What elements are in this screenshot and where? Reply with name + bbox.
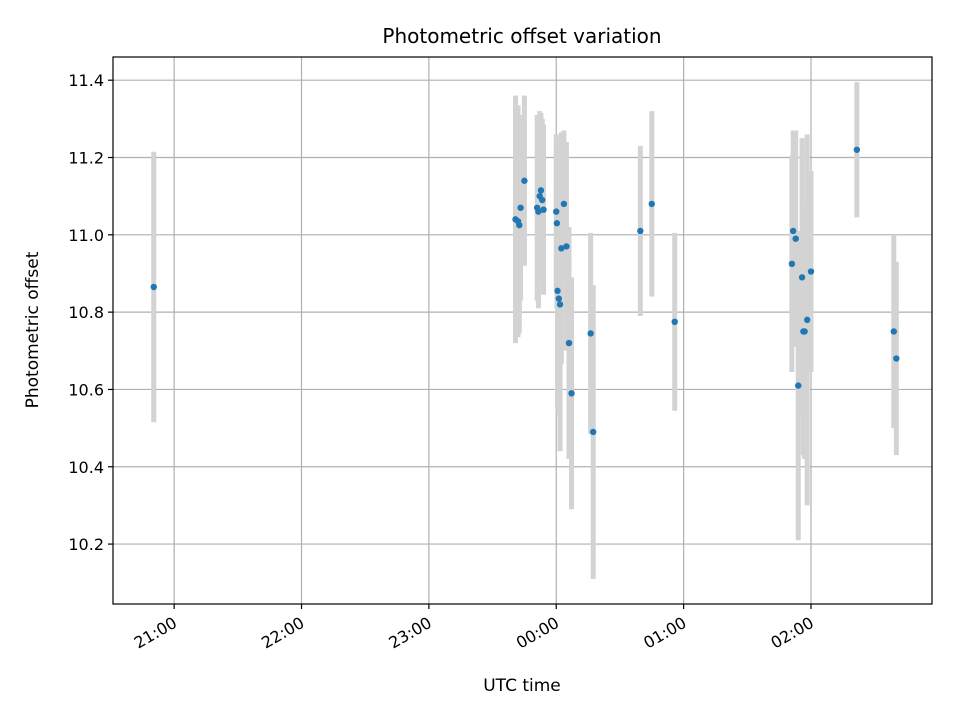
- data-point: [558, 245, 565, 252]
- data-point: [535, 208, 542, 215]
- data-point: [589, 428, 597, 436]
- data-points: [150, 146, 900, 436]
- data-point: [890, 328, 897, 335]
- data-point: [792, 235, 799, 242]
- data-point: [798, 274, 806, 281]
- data-point: [853, 146, 861, 153]
- data-point: [789, 227, 797, 235]
- y-axis-ticks: 10.2 10.4 10.6 10.8 11.0 11.2 11.4: [68, 71, 113, 554]
- y-tick-label: 11.4: [68, 71, 104, 90]
- y-tick-label: 10.8: [68, 303, 104, 322]
- data-point: [150, 283, 157, 291]
- data-point: [587, 330, 594, 337]
- y-axis-label: Photometric offset: [23, 251, 43, 408]
- data-point: [521, 177, 528, 184]
- data-point: [556, 301, 564, 308]
- data-point: [555, 295, 563, 302]
- data-point: [553, 208, 560, 215]
- plot-frame: [112, 56, 933, 605]
- y-tick-label: 10.4: [68, 458, 104, 477]
- y-tick-label: 11.2: [68, 149, 104, 168]
- data-point: [803, 316, 811, 324]
- data-point: [553, 220, 561, 227]
- data-point: [563, 243, 570, 250]
- x-axis-label: UTC time: [483, 676, 561, 696]
- y-tick-label: 10.6: [68, 380, 104, 399]
- data-point: [568, 390, 575, 397]
- data-point: [801, 328, 808, 335]
- data-point: [637, 227, 644, 235]
- data-point: [540, 206, 547, 213]
- data-point: [788, 260, 796, 268]
- data-point: [648, 200, 655, 208]
- data-point: [560, 200, 568, 208]
- data-point: [795, 382, 802, 389]
- y-tick-label: 11.0: [68, 226, 104, 245]
- data-point: [517, 204, 524, 211]
- data-point: [807, 268, 815, 275]
- data-point: [565, 339, 573, 347]
- data-point: [671, 318, 678, 326]
- data-point: [539, 196, 546, 204]
- data-point: [516, 221, 523, 229]
- chart-title: Photometric offset variation: [382, 24, 661, 48]
- data-point: [893, 355, 900, 362]
- data-point: [554, 287, 561, 295]
- y-tick-label: 10.2: [68, 535, 104, 554]
- data-point: [537, 187, 545, 194]
